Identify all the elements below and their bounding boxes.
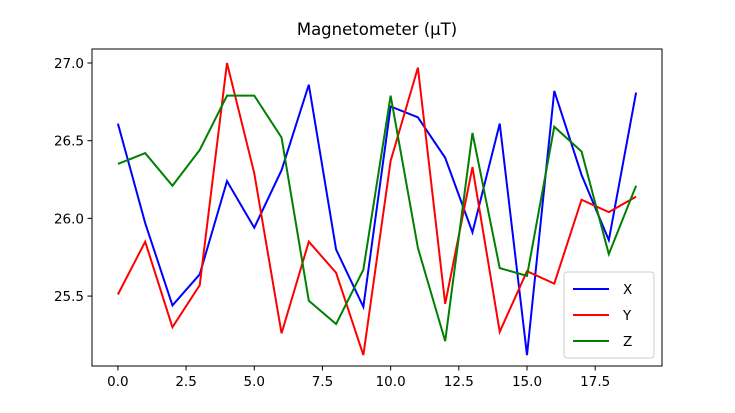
- y-tick-label: 27.0: [54, 56, 84, 72]
- x-tick-label: 10.0: [376, 374, 406, 390]
- series-line-z: [117, 94, 638, 342]
- x-axis: 0.0 2.5 5.0 7.5 10.0 12.5 15.0 17.5: [107, 366, 610, 390]
- series-line-y: [117, 62, 637, 356]
- legend: XYZ: [563, 271, 655, 359]
- x-tick-label: 7.5: [312, 374, 333, 390]
- y-axis: 25.5 26.0 26.5 27.0: [54, 56, 92, 305]
- legend-label-y: Y: [622, 308, 632, 324]
- series-z: [117, 94, 638, 342]
- x-tick-label: 0.0: [107, 374, 128, 390]
- x-tick-label: 12.5: [444, 374, 474, 390]
- y-tick-label: 26.0: [54, 211, 84, 227]
- y-tick-label: 25.5: [54, 289, 84, 305]
- x-tick-label: 17.5: [580, 374, 610, 390]
- series-line-x: [116, 84, 638, 356]
- series-x: [116, 84, 638, 356]
- chart-title: Magnetometer (µT): [297, 20, 457, 39]
- x-tick-label: 2.5: [175, 374, 196, 390]
- series-y: [117, 62, 637, 356]
- plot-frame: [91, 48, 663, 367]
- x-tick-label: 15.0: [512, 374, 542, 390]
- y-tick-label: 26.5: [54, 134, 84, 150]
- series-layer: [116, 62, 638, 356]
- x-tick-label: 5.0: [244, 374, 265, 390]
- legend-label-x: X: [623, 282, 632, 298]
- legend-label-z: Z: [623, 334, 632, 350]
